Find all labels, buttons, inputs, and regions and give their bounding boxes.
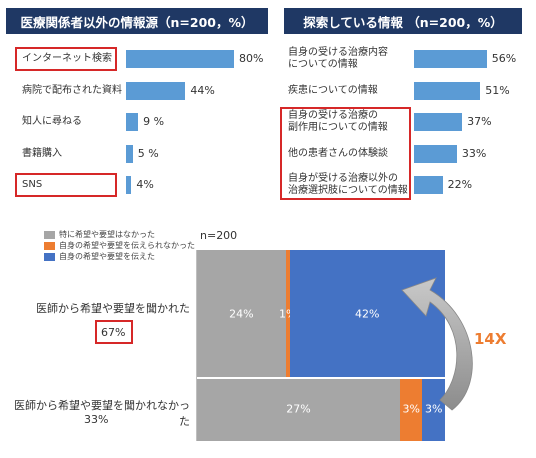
chart3-legend-item: 自身の希望や要望を伝えられなかった [44, 240, 195, 251]
chart3-segment-label: 24% [229, 307, 254, 321]
chart1-bar [126, 50, 234, 68]
chart3-row-total: 67% [101, 325, 126, 339]
chart2-category-label-line: 疾患についての情報 [288, 84, 378, 96]
chart1-category-label: SNS [22, 179, 43, 190]
chart3-segment-label: 42% [355, 307, 380, 321]
chart3-n-label: n=200 [200, 229, 238, 242]
chart1-bar [126, 81, 186, 100]
chart2-category-label: 疾患についての情報 [288, 85, 378, 97]
chart2-value-label: 37% [467, 115, 492, 128]
chart3-segment [285, 250, 290, 378]
chart1-value-label: 4% [136, 178, 154, 191]
chart3-axis-line [196, 250, 197, 441]
chart3-segment [197, 250, 286, 378]
chart2-value-label: 51% [485, 83, 510, 97]
chart2-bar [414, 113, 463, 131]
chart2-bar [414, 50, 487, 68]
chart3-legend-label: 特に希望や要望はなかった [59, 230, 155, 239]
chart3-legend-swatch [44, 230, 55, 239]
chart2-category-label: 自身の受ける治療内容 についての情報 [288, 47, 388, 71]
chart2-bar [414, 81, 481, 100]
chart1-category-label: 書籍購入 [22, 147, 62, 159]
chart2-category-label: 自身の受ける治療の 副作用についての情報 [288, 110, 388, 134]
chart1-highlight-box [15, 47, 117, 71]
chart2-title: 探索している情報 （n=200，%） [284, 8, 522, 34]
chart3-legend-swatch [44, 241, 55, 250]
chart1-value-label: 5 % [137, 146, 159, 160]
chart3-segment-label: 27% [286, 402, 311, 416]
chart2-category-label-line: 自身が受ける治療以外の [288, 173, 398, 184]
chart1-value-label: 44% [190, 83, 215, 97]
chart3-legend-item: 自身の希望や要望を伝えた [44, 251, 155, 262]
chart3-legend-label: 自身の希望や要望を伝えた [59, 252, 155, 261]
chart3-total-highlight-box [95, 319, 133, 344]
chart3-legend-item: 特に希望や要望はなかった [44, 229, 155, 240]
chart2-value-label: 56% [491, 52, 517, 65]
chart1-bar [126, 144, 133, 163]
chart2-category-label-line: 治療選択肢についての情報 [288, 185, 408, 196]
chart2-category-label-line: についての情報 [288, 59, 358, 70]
chart1-category-label: 知人に尋ねる [22, 116, 82, 127]
chart2-value-label: 33% [461, 146, 487, 160]
chart2-category-label-line: 自身の受ける治療の [288, 110, 378, 121]
chart3-row-total: 33% [84, 413, 109, 427]
chart2-category-label-line: 自身の受ける治療内容 [288, 47, 388, 58]
chart1-value-label: 9 % [143, 115, 165, 128]
chart3-legend-swatch [44, 252, 55, 261]
chart2-bar [414, 176, 443, 194]
chart1-highlight-box [15, 173, 117, 197]
chart3-segment-label: 3% [402, 402, 420, 416]
chart3-segment-label: 3% [424, 402, 443, 416]
chart1-category-label: インターネット検索 [22, 53, 112, 64]
chart3-row-label: 医師から希望や要望を聞かれた [36, 301, 190, 315]
chart2-category-label-line: 他の患者さんの体験談 [288, 147, 388, 159]
chart2-category-label-line: 副作用についての情報 [288, 122, 388, 133]
chart1-category-label: 病院で配布された資料 [22, 84, 122, 96]
chart1-bar [126, 113, 139, 131]
chart2-highlight-box [280, 107, 411, 200]
chart2-category-label: 自身が受ける治療以外の 治療選択肢についての情報 [288, 173, 408, 197]
chart3-legend-label: 自身の希望や要望を伝えられなかった [59, 241, 195, 250]
chart3-segment [197, 377, 400, 441]
chart3-row-label: 医師から希望や要望を聞かれなかった [14, 399, 190, 429]
chart1-value-label: 80% [239, 52, 264, 65]
chart2-bar [414, 144, 457, 163]
chart3-row-divider [197, 376, 445, 379]
chart3-annotation: 14X [474, 330, 507, 348]
chart2-category-label: 他の患者さんの体験談 [288, 148, 388, 160]
chart1-bar [126, 176, 132, 194]
chart1-title: 医療関係者以外の情報源（n=200，%） [6, 8, 268, 34]
chart2-value-label: 22% [447, 178, 473, 191]
